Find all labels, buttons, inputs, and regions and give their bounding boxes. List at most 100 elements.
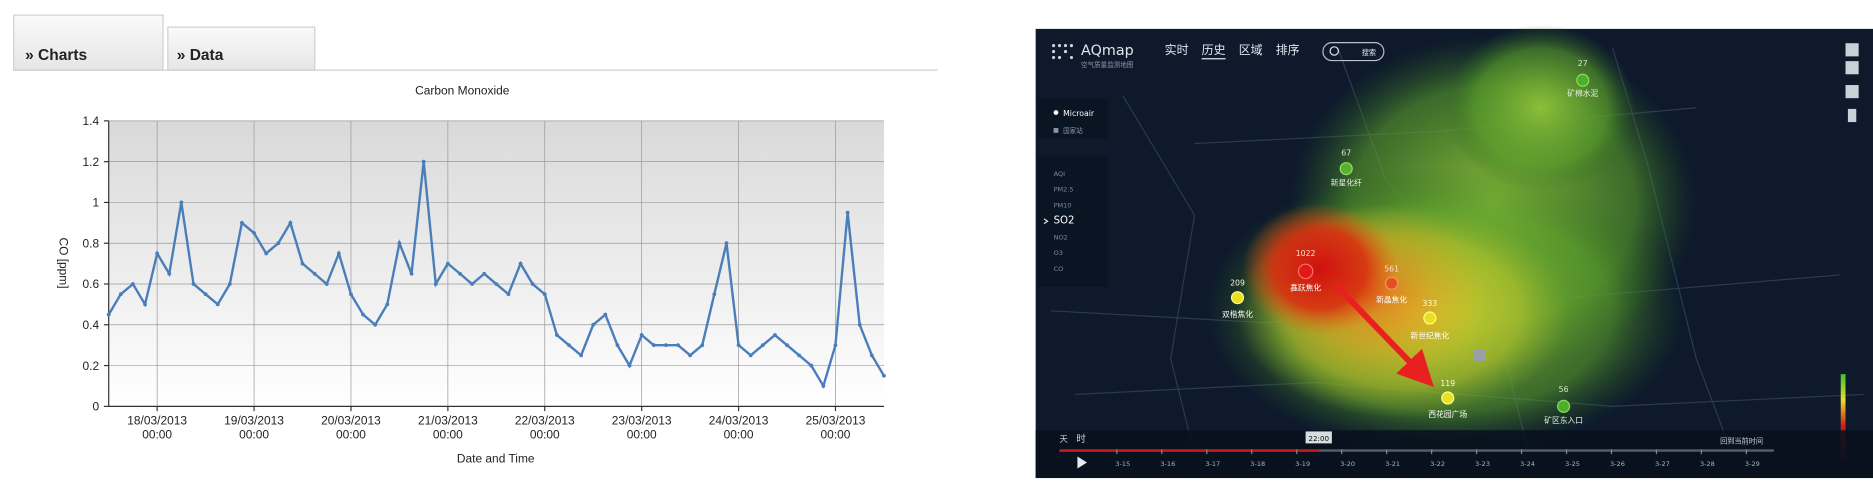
layer-item[interactable]: 国家站	[1063, 126, 1083, 135]
radio[interactable]	[1053, 110, 1059, 115]
heat-zone	[1445, 24, 1637, 192]
pollutant-list: AQI PM2.5 PM10 SO2 NO2 O3 CO	[1043, 170, 1075, 273]
tab[interactable]	[167, 26, 316, 71]
pollutant-item[interactable]: AQI	[1054, 170, 1066, 178]
data-point	[700, 343, 705, 348]
pollutant-item[interactable]: NO2	[1054, 233, 1068, 241]
date-label[interactable]: 3-22	[1430, 460, 1445, 468]
nav-item[interactable]: 实时	[1165, 42, 1189, 57]
data-point	[397, 241, 402, 246]
nav-item[interactable]: 排序	[1276, 42, 1300, 57]
station-marker[interactable]	[1441, 391, 1455, 405]
date-label[interactable]: 3-15	[1115, 460, 1130, 468]
data-point	[615, 343, 620, 348]
station-marker[interactable]	[1297, 263, 1314, 280]
station-name: 双楷焦化	[1222, 309, 1253, 319]
search-placeholder[interactable]: 搜索	[1362, 48, 1376, 57]
data-point	[882, 373, 886, 378]
data-point	[627, 363, 632, 368]
layer-item[interactable]: Microair	[1063, 109, 1095, 118]
plot-area	[108, 120, 884, 407]
date-label[interactable]: 3-17	[1205, 460, 1220, 468]
data-point	[385, 302, 390, 307]
annotation-arrow	[1333, 282, 1434, 388]
nav-item[interactable]: 历史	[1202, 43, 1226, 57]
date-label[interactable]: 3-27	[1655, 460, 1670, 468]
y-tick-label: 0	[93, 400, 100, 414]
locate[interactable]	[1845, 85, 1859, 99]
data-point	[821, 384, 826, 388]
data-point	[748, 353, 753, 358]
data-point	[336, 251, 341, 256]
zoom-in[interactable]	[1845, 43, 1859, 57]
legend-bar	[1840, 374, 1846, 461]
x-axis-label: Date and Time	[457, 451, 535, 465]
data-point	[494, 282, 499, 286]
y-axis-label: CO [ppm]	[57, 237, 71, 288]
station-marker[interactable]	[1230, 291, 1245, 305]
x-tick-label: 21/03/2013 00:00	[418, 413, 478, 441]
layers-toggle[interactable]	[1847, 108, 1857, 123]
data-point	[155, 251, 160, 256]
data-point	[409, 271, 414, 276]
layer-panel: Microair 国家站 AQI PM2.5 PM10 SO2 NO2 O3 CO	[1038, 98, 1109, 287]
date-label[interactable]: 3-28	[1700, 460, 1715, 468]
zoom-out[interactable]	[1845, 61, 1859, 75]
play-button[interactable]	[1077, 456, 1088, 469]
map-header: AQmap 空气质量监测地图 实时 历史 区域 排序 搜索	[1052, 42, 1385, 69]
date-label[interactable]: 3-29	[1745, 460, 1760, 468]
date-label[interactable]: 3-24	[1520, 460, 1535, 468]
search-box[interactable]	[1322, 42, 1385, 62]
x-tick-label: 22/03/2013 00:00	[515, 413, 575, 441]
date-label[interactable]: 3-23	[1475, 460, 1490, 468]
checkbox[interactable]	[1053, 128, 1059, 133]
pollutant-item[interactable]: CO	[1054, 265, 1064, 273]
nav-item[interactable]: 区域	[1239, 43, 1263, 57]
data-point	[579, 353, 584, 358]
map-screenshot: AQmap 空气质量监测地图 实时 历史 区域 排序 搜索 Microair 国…	[1035, 24, 1873, 479]
date-label[interactable]: 3-21	[1385, 460, 1400, 468]
date-label[interactable]: 3-19	[1295, 460, 1310, 468]
time-unit[interactable]: 时	[1076, 433, 1086, 445]
station-value: 119	[1440, 379, 1455, 388]
tab[interactable]	[13, 14, 164, 71]
time-marker: 22:00	[1308, 434, 1329, 443]
tab-label[interactable]: » Charts	[25, 47, 87, 64]
brand: AQmap	[1081, 43, 1134, 59]
y-tick-label: 1.4	[83, 114, 100, 128]
date-label[interactable]: 3-16	[1160, 460, 1175, 468]
station-marker[interactable]	[1576, 73, 1590, 87]
pollutant-item[interactable]: PM2.5	[1054, 186, 1074, 194]
station-marker[interactable]	[1339, 162, 1353, 176]
date-label[interactable]: 3-25	[1565, 460, 1580, 468]
y-tick-label: 1.2	[83, 155, 100, 169]
data-point	[433, 282, 438, 286]
data-point	[482, 271, 487, 276]
station-marker[interactable]	[1423, 311, 1437, 325]
chart-title: Carbon Monoxide	[415, 84, 510, 98]
data-point	[591, 322, 596, 327]
date-label[interactable]: 3-18	[1250, 460, 1265, 468]
tab-label[interactable]: » Data	[177, 47, 224, 64]
pollutant-item[interactable]: SO2	[1054, 215, 1075, 226]
data-point	[518, 261, 523, 266]
data-point	[797, 353, 802, 358]
data-point	[324, 282, 329, 286]
pollutant-item[interactable]: O3	[1054, 249, 1063, 257]
station-marker[interactable]	[1557, 399, 1571, 413]
chart: Carbon Monoxide Date and Time CO [ppm] 0…	[57, 84, 886, 465]
pollutant-item[interactable]: PM10	[1054, 202, 1072, 210]
station-marker[interactable]	[1385, 276, 1399, 290]
date-label[interactable]: 3-20	[1340, 460, 1355, 468]
reset-button[interactable]: 回到当前时间	[1720, 436, 1763, 445]
station-value: 67	[1341, 149, 1351, 158]
search-icon	[1329, 46, 1340, 56]
date-label[interactable]: 3-26	[1610, 460, 1625, 468]
x-tick-label: 20/03/2013 00:00	[321, 413, 381, 441]
data-point	[421, 159, 426, 164]
station-name: 矿区东入口	[1544, 415, 1583, 425]
data-point	[833, 343, 838, 348]
time-unit[interactable]: 天	[1060, 434, 1069, 444]
data-point	[567, 343, 571, 348]
